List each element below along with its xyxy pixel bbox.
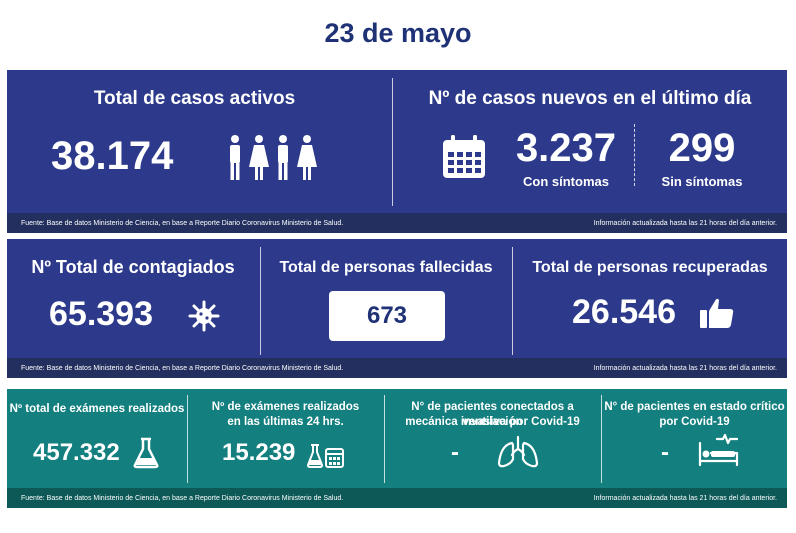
infected-value: 65.393 <box>49 295 153 333</box>
divider <box>392 78 393 206</box>
without-symptoms-value: 299 <box>668 126 736 170</box>
divider <box>601 395 602 483</box>
divider <box>512 247 513 355</box>
source-text: Fuente: Base de datos Ministerio de Cien… <box>21 494 344 502</box>
without-symptoms-label: Sin síntomas <box>661 174 743 189</box>
with-symptoms-label: Con síntomas <box>523 174 609 189</box>
source-text: Fuente: Base de datos Ministerio de Cien… <box>21 219 344 227</box>
exams-24h-value: 15.239 <box>222 439 296 466</box>
active-cases-label: Total de casos activos <box>93 88 296 109</box>
divider <box>384 395 385 483</box>
recovered-value: 26.546 <box>572 293 676 331</box>
update-text: Información actualizada hasta las 21 hor… <box>593 494 777 502</box>
hospital-bed-icon <box>698 433 739 467</box>
exams-24h-label-1: Nº de exámenes realizados <box>211 401 360 413</box>
active-cases-value: 38.174 <box>51 134 174 178</box>
divider-dashed <box>634 124 635 186</box>
divider <box>260 247 261 355</box>
critical-label-1: N° de pacientes en estado crítico <box>604 401 785 413</box>
ventilation-value: - <box>451 439 459 466</box>
divider <box>187 395 188 483</box>
flask-calendar-icon <box>307 444 344 468</box>
exams-24h-label-2: en las últimas 24 hrs. <box>227 416 344 428</box>
source-text: Fuente: Base de datos Ministerio de Cien… <box>21 364 344 372</box>
totals-panel: Nº Total de contagiados 65.393 Total de … <box>7 239 787 378</box>
flask-icon <box>133 437 159 469</box>
active-cases-panel: Total de casos activos 38.174 Nº de caso… <box>7 70 787 233</box>
update-text: Información actualizada hasta las 21 hor… <box>593 364 777 372</box>
deceased-label: Total de personas fallecidas <box>279 259 493 276</box>
page-title: 23 de mayo <box>324 18 472 48</box>
thumbs-up-icon <box>700 298 734 328</box>
exams-total-label: Nº total de exámenes realizados <box>9 403 185 415</box>
exams-panel: Nº total de exámenes realizados 457.332 … <box>7 389 787 508</box>
recovered-label: Total de personas recuperadas <box>532 259 768 276</box>
calendar-icon <box>443 135 485 178</box>
source-footer: Fuente: Base de datos Ministerio de Cien… <box>7 488 787 508</box>
virus-icon <box>188 300 220 332</box>
ventilation-label-1: N° de pacientes conectados a ventilación <box>411 401 574 428</box>
ventilation-label-2: mecánica invasiva por Covid-19 <box>405 416 580 428</box>
update-text: Información actualizada hasta las 21 hor… <box>593 219 777 227</box>
critical-value: - <box>661 439 669 466</box>
with-symptoms-value: 3.237 <box>515 126 617 170</box>
exams-total-value: 457.332 <box>33 439 120 466</box>
critical-label-2: por Covid-19 <box>659 416 730 428</box>
people-icon <box>230 135 317 180</box>
deceased-value: 673 <box>329 291 445 341</box>
source-footer: Fuente: Base de datos Ministerio de Cien… <box>7 358 787 378</box>
new-cases-label: Nº de casos nuevos en el último día <box>428 88 752 109</box>
infected-label: Nº Total de contagiados <box>31 257 235 277</box>
source-footer: Fuente: Base de datos Ministerio de Cien… <box>7 213 787 233</box>
lungs-icon <box>497 435 539 468</box>
